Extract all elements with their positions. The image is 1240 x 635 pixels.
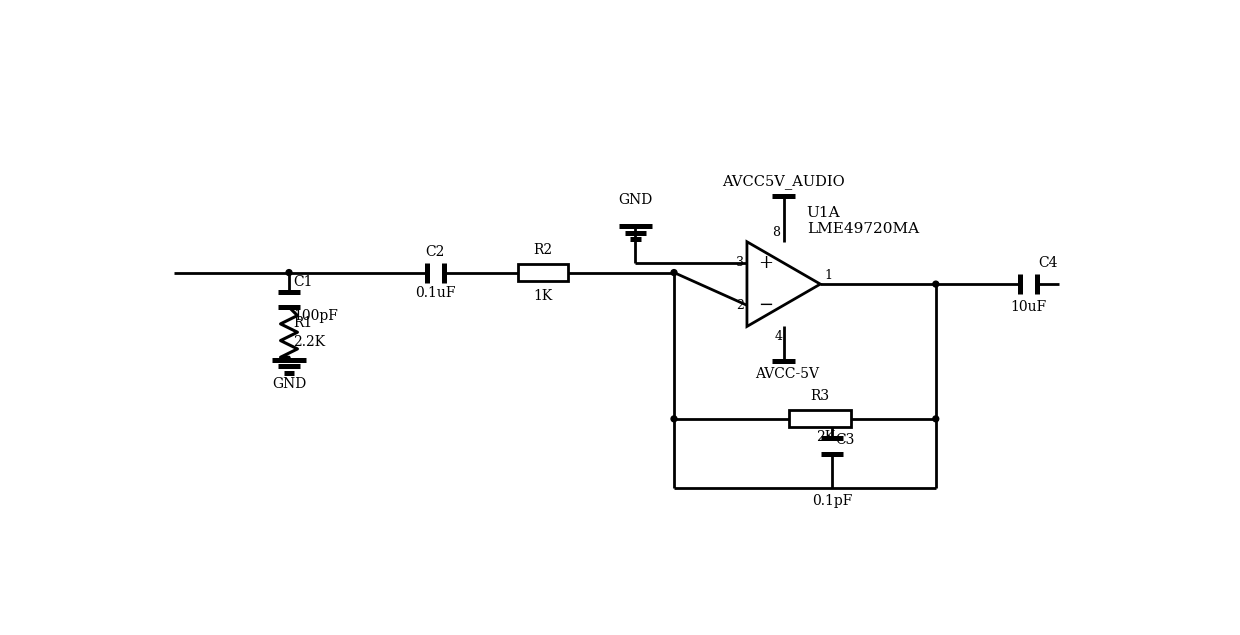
Bar <box>790 410 851 427</box>
Text: 1K: 1K <box>533 289 553 303</box>
Text: 8: 8 <box>771 227 780 239</box>
Text: C4: C4 <box>1038 257 1058 271</box>
Text: GND: GND <box>619 194 652 208</box>
Text: 4: 4 <box>775 330 782 344</box>
Text: 1: 1 <box>825 269 832 282</box>
Text: C3: C3 <box>835 432 854 446</box>
Text: 2.2K: 2.2K <box>293 335 325 349</box>
Text: −: − <box>759 297 774 314</box>
Circle shape <box>671 270 677 276</box>
Text: 10uF: 10uF <box>1011 300 1047 314</box>
Circle shape <box>286 270 291 276</box>
Text: 0.1pF: 0.1pF <box>812 494 852 508</box>
Text: R3: R3 <box>811 389 830 403</box>
Text: AVCC-5V: AVCC-5V <box>755 367 820 381</box>
Text: 100pF: 100pF <box>293 309 337 323</box>
Text: C2: C2 <box>425 244 445 258</box>
Text: 3: 3 <box>735 257 744 269</box>
Text: R1: R1 <box>293 316 312 330</box>
Circle shape <box>932 416 939 422</box>
Circle shape <box>932 281 939 287</box>
Text: C1: C1 <box>293 275 312 289</box>
Text: GND: GND <box>272 377 306 391</box>
Text: 0.1uF: 0.1uF <box>415 286 455 300</box>
Text: AVCC5V_AUDIO: AVCC5V_AUDIO <box>722 175 844 189</box>
Bar <box>518 264 568 281</box>
Circle shape <box>671 416 677 422</box>
Text: LME49720MA: LME49720MA <box>807 222 919 236</box>
Text: U1A: U1A <box>807 206 841 220</box>
Text: 2: 2 <box>737 299 744 312</box>
Text: 2K: 2K <box>816 431 836 444</box>
Text: R2: R2 <box>533 243 553 257</box>
Text: +: + <box>759 254 774 272</box>
